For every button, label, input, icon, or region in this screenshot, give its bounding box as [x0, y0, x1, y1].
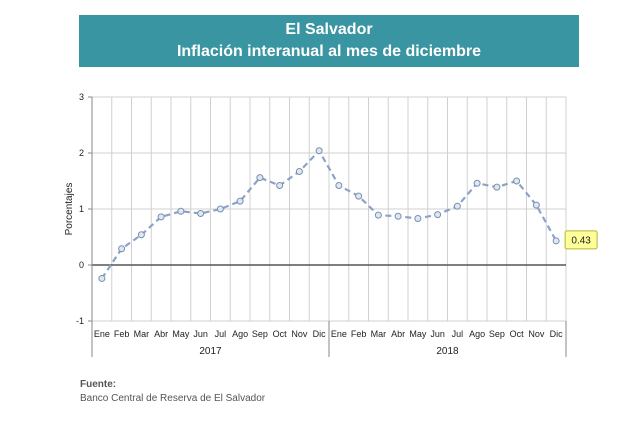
y-tick-label: -1: [76, 316, 84, 326]
year-label: 2017: [199, 346, 222, 357]
data-point: [315, 147, 323, 155]
x-tick-label: Jun: [193, 329, 208, 339]
data-point: [236, 197, 244, 205]
data-point: [295, 167, 303, 175]
x-tick-label: Mar: [371, 329, 387, 339]
y-tick-label: 2: [79, 148, 84, 158]
callout-box: [564, 230, 598, 250]
x-tick-label: Feb: [351, 329, 367, 339]
x-tick-label: Oct: [510, 329, 525, 339]
data-point: [177, 207, 185, 215]
data-point: [414, 215, 422, 223]
chart-title-banner: El Salvador Inflación interanual al mes …: [79, 15, 579, 67]
x-tick-label: Dic: [550, 329, 563, 339]
callout-label: 0.43: [571, 235, 591, 246]
x-tick-label: May: [172, 329, 190, 339]
x-tick-label: Nov: [528, 329, 545, 339]
data-point: [473, 179, 481, 187]
data-series: [98, 147, 560, 282]
x-tick-label: Oct: [273, 329, 288, 339]
data-point: [394, 212, 402, 220]
x-tick-label: Abr: [391, 329, 405, 339]
x-tick-label: May: [409, 329, 427, 339]
x-tick-label: Ene: [331, 329, 347, 339]
y-tick-label: 3: [79, 92, 84, 102]
data-point: [532, 201, 540, 209]
data-point: [355, 192, 363, 200]
source-text: Banco Central de Reserva de El Salvador: [80, 393, 266, 404]
x-tick-label: Ene: [94, 329, 110, 339]
x-tick-label: Nov: [291, 329, 308, 339]
data-point: [197, 209, 205, 217]
data-point: [216, 205, 224, 213]
x-tick-label: Dic: [313, 329, 326, 339]
data-point: [98, 274, 106, 282]
data-point: [256, 174, 264, 182]
grid: [91, 96, 567, 322]
axes: [88, 96, 567, 357]
data-point: [513, 177, 521, 185]
data-point: [157, 213, 165, 221]
x-tick-label: Ago: [469, 329, 485, 339]
year-label: 2018: [436, 346, 459, 357]
y-tick-label: 1: [79, 204, 84, 214]
x-tick-label: Abr: [154, 329, 168, 339]
x-tick-label: Feb: [114, 329, 130, 339]
x-tick-label: Mar: [134, 329, 150, 339]
source-note: Fuente: Banco Central de Reserva de El S…: [80, 378, 265, 406]
data-point: [276, 181, 284, 189]
chart-title: El Salvador: [285, 21, 373, 38]
data-point: [374, 211, 382, 219]
source-label: Fuente:: [80, 379, 117, 390]
chart-subtitle: Inflación interanual al mes de diciembre: [176, 43, 482, 60]
y-tick-label: 0: [79, 260, 84, 270]
data-point: [335, 181, 343, 189]
y-axis-title: Porcentajes: [64, 183, 75, 236]
x-tick-label: Ago: [232, 329, 248, 339]
x-tick-label: Jun: [430, 329, 445, 339]
x-tick-label: Jul: [215, 329, 227, 339]
data-point: [453, 202, 461, 210]
x-tick-label: Sep: [489, 329, 505, 339]
x-tick-label: Sep: [252, 329, 268, 339]
data-point: [493, 183, 501, 191]
data-point: [434, 211, 442, 219]
data-point: [137, 231, 145, 239]
x-tick-label: Jul: [452, 329, 464, 339]
data-point: [118, 245, 126, 253]
data-point: [552, 237, 560, 245]
